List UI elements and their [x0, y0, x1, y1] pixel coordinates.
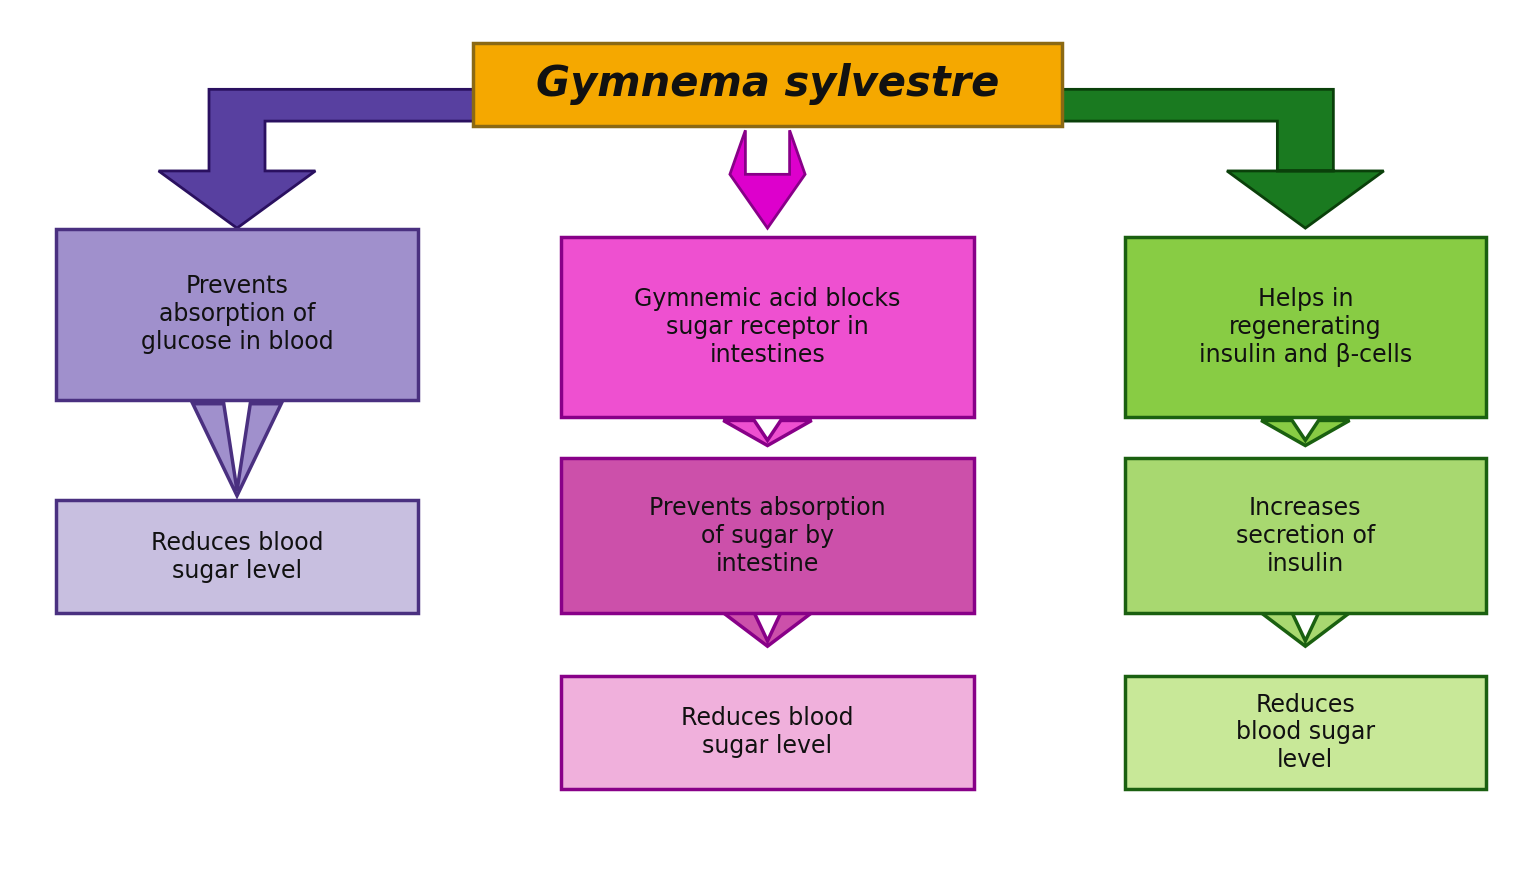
FancyBboxPatch shape	[473, 43, 1062, 126]
Polygon shape	[1041, 90, 1383, 228]
Text: Reduces
blood sugar
level: Reduces blood sugar level	[1236, 692, 1375, 772]
Text: Increases
secretion of
insulin: Increases secretion of insulin	[1236, 496, 1375, 576]
Text: Gymnemic acid blocks
sugar receptor in
intestines: Gymnemic acid blocks sugar receptor in i…	[634, 287, 901, 367]
Polygon shape	[723, 421, 812, 446]
FancyBboxPatch shape	[57, 500, 418, 613]
Text: Gymnema sylvestre: Gymnema sylvestre	[536, 64, 999, 105]
Polygon shape	[723, 613, 812, 646]
Text: Reduces blood
sugar level: Reduces blood sugar level	[150, 530, 324, 583]
Text: Reduces blood
sugar level: Reduces blood sugar level	[682, 706, 853, 759]
FancyBboxPatch shape	[1125, 676, 1486, 789]
Polygon shape	[1262, 421, 1349, 446]
Polygon shape	[731, 131, 804, 228]
Text: Helps in
regenerating
insulin and β-cells: Helps in regenerating insulin and β-cell…	[1199, 287, 1412, 367]
FancyBboxPatch shape	[562, 458, 973, 613]
FancyBboxPatch shape	[1125, 237, 1486, 416]
FancyBboxPatch shape	[562, 676, 973, 789]
Text: Prevents absorption
of sugar by
intestine: Prevents absorption of sugar by intestin…	[649, 496, 886, 576]
FancyBboxPatch shape	[562, 237, 973, 416]
FancyBboxPatch shape	[1125, 458, 1486, 613]
FancyBboxPatch shape	[57, 228, 418, 400]
Text: Prevents
absorption of
glucose in blood: Prevents absorption of glucose in blood	[141, 274, 333, 354]
Polygon shape	[193, 404, 281, 496]
Polygon shape	[158, 90, 494, 228]
Polygon shape	[1262, 613, 1349, 646]
